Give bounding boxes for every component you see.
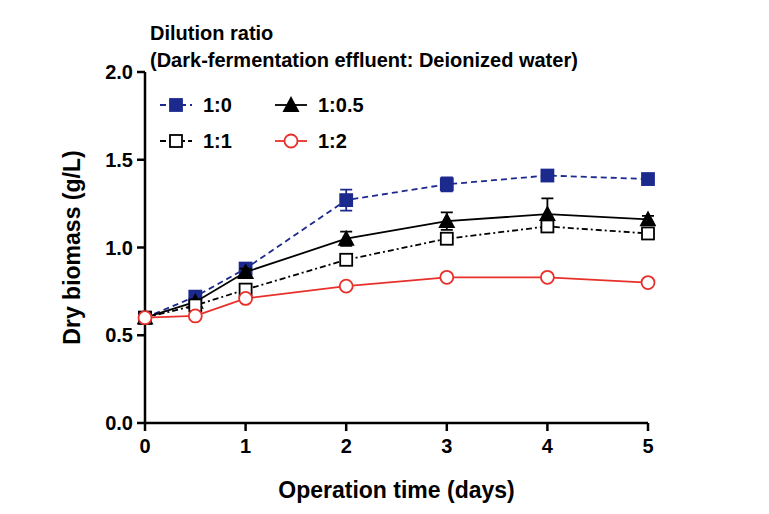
y-tick-label: 0.5 bbox=[105, 324, 133, 346]
x-tick bbox=[345, 423, 348, 431]
data-point bbox=[139, 311, 152, 324]
data-point bbox=[339, 232, 353, 245]
data-point bbox=[541, 271, 554, 284]
chart: 0.0 0.5 1.0 1.5 2.0 0 1 2 3 4 5 Operation time (day… bbox=[0, 0, 769, 514]
x-tick bbox=[446, 423, 449, 431]
data-point bbox=[540, 207, 554, 220]
data-point bbox=[642, 276, 655, 289]
legend: 1:0 1:0.5 1:1 1:2 bbox=[160, 94, 364, 152]
x-tick-label: 4 bbox=[542, 435, 554, 457]
error-bar bbox=[541, 221, 553, 232]
series-line bbox=[145, 226, 648, 317]
data-point bbox=[541, 220, 553, 232]
x-tick-label: 0 bbox=[139, 435, 150, 457]
x-tick bbox=[647, 423, 650, 431]
y-tick bbox=[137, 246, 145, 249]
x-axis bbox=[145, 422, 648, 425]
y-tick-label: 0.0 bbox=[105, 412, 133, 434]
data-point bbox=[441, 233, 453, 245]
series bbox=[139, 271, 655, 324]
y-axis-label: Dry biomass (g/L) bbox=[59, 150, 85, 344]
legend-marker bbox=[170, 135, 182, 147]
legend-label: 1:2 bbox=[318, 130, 347, 152]
x-tick bbox=[546, 423, 549, 431]
legend-label: 1:0 bbox=[203, 94, 232, 116]
x-tick bbox=[144, 423, 147, 431]
x-tick-label: 2 bbox=[341, 435, 352, 457]
x-tick-label: 1 bbox=[240, 435, 251, 457]
x-tick-label: 5 bbox=[642, 435, 653, 457]
legend-marker bbox=[284, 98, 298, 111]
y-tick-label: 2.0 bbox=[105, 61, 133, 83]
error-bar bbox=[441, 212, 453, 230]
legend-label: 1:0.5 bbox=[318, 94, 364, 116]
data-point bbox=[441, 178, 453, 190]
data-point bbox=[440, 271, 453, 284]
data-point bbox=[239, 265, 253, 278]
legend-marker bbox=[285, 135, 298, 148]
plot-area bbox=[138, 170, 655, 325]
series-line bbox=[145, 214, 648, 318]
legend-marker bbox=[170, 99, 182, 111]
y-tick bbox=[137, 71, 145, 74]
x-tick-label: 3 bbox=[441, 435, 452, 457]
series-line bbox=[145, 277, 648, 317]
y-tick-label: 1.5 bbox=[105, 149, 133, 171]
data-point bbox=[138, 311, 152, 324]
legend-title: Dilution ratio bbox=[150, 22, 273, 44]
data-point bbox=[139, 312, 151, 324]
data-point bbox=[642, 173, 654, 185]
series-line bbox=[145, 176, 648, 318]
error-bar bbox=[340, 232, 352, 246]
error-bar bbox=[441, 177, 453, 191]
error-bar bbox=[340, 190, 352, 211]
data-point bbox=[340, 194, 352, 206]
data-point bbox=[239, 292, 252, 305]
legend-subtitle: (Dark-fermentation effluent: Deionized w… bbox=[150, 49, 578, 71]
series bbox=[139, 170, 654, 324]
data-point bbox=[641, 212, 655, 225]
data-point bbox=[139, 312, 151, 324]
data-point bbox=[340, 280, 353, 293]
series bbox=[138, 198, 655, 323]
y-tick bbox=[137, 159, 145, 162]
x-tick bbox=[244, 423, 247, 431]
series bbox=[139, 220, 654, 323]
x-axis-label: Operation time (days) bbox=[278, 477, 514, 503]
data-point bbox=[189, 309, 202, 322]
data-point bbox=[642, 227, 654, 239]
data-point bbox=[440, 214, 454, 227]
legend-label: 1:1 bbox=[203, 130, 232, 152]
data-point bbox=[541, 170, 553, 182]
y-tick bbox=[137, 334, 145, 337]
y-tick-label: 1.0 bbox=[105, 237, 133, 259]
data-point bbox=[340, 254, 352, 266]
